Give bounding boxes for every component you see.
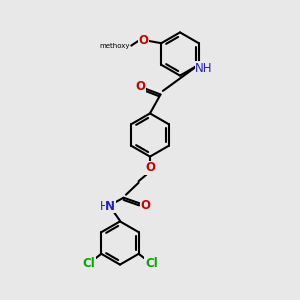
Text: Cl: Cl: [82, 257, 95, 270]
Text: Cl: Cl: [145, 257, 158, 270]
Text: methoxy: methoxy: [99, 43, 130, 49]
Text: O: O: [140, 199, 151, 212]
Text: N: N: [105, 200, 115, 213]
Text: O: O: [138, 34, 148, 47]
Text: H: H: [100, 200, 109, 213]
Text: O: O: [145, 161, 155, 174]
Text: NH: NH: [195, 62, 213, 75]
Text: O: O: [135, 80, 145, 93]
